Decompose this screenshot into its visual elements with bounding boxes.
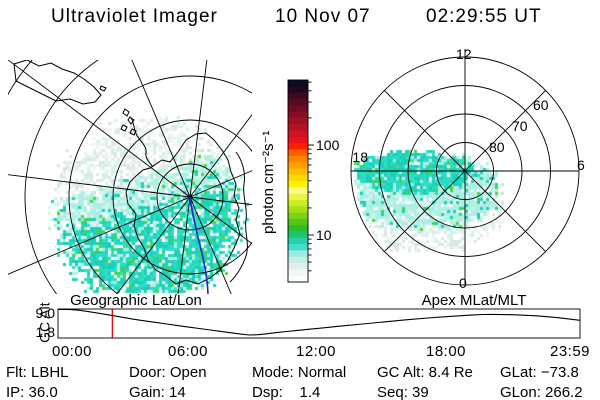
mlat-ring-label-70: 70 <box>512 118 528 134</box>
geographic-map-grid <box>8 60 252 294</box>
gc-alt-panel <box>57 308 581 339</box>
time-label: 02:29:55 UT <box>426 6 542 27</box>
mlt-label-18: 18 <box>352 149 368 165</box>
date-label: 10 Nov 07 <box>275 6 371 27</box>
apex-plot-caption: Apex MLat/MLT <box>421 292 527 309</box>
mlat-ring-label-80: 80 <box>489 139 505 155</box>
status-dsp: Dsp: 1.4 <box>252 384 321 400</box>
mlt-label-6: 6 <box>577 157 585 173</box>
time-axis-tick-0600: 06:00 <box>167 343 209 360</box>
colorbar-tick-10: 10 <box>316 227 332 243</box>
colorbar-tick-100: 100 <box>316 137 340 153</box>
time-axis-tick-1800: 18:00 <box>425 343 467 360</box>
intensity-colorbar <box>287 79 314 283</box>
colorbar-units-label: photon cm⁻²s⁻¹ <box>259 130 277 234</box>
app-title: Ultraviolet Imager <box>51 6 218 27</box>
gc-alt-tick-1-8: 1.8 <box>35 324 55 340</box>
mlat-ring-label-60: 60 <box>533 97 549 113</box>
mlt-label-0: 0 <box>459 275 467 291</box>
status-filter: Flt: LBHL <box>6 364 69 381</box>
mlt-label-12: 12 <box>456 46 472 62</box>
gc-alt-tick-9: 9.0 <box>35 305 55 321</box>
geo-map-caption: Geographic Lat/Lon <box>70 292 202 309</box>
status-gain: Gain: 14 <box>129 384 186 400</box>
status-glon: GLon: 266.2 <box>500 384 583 400</box>
status-ip: IP: 36.0 <box>6 384 58 400</box>
antarctica-coastline <box>13 60 248 285</box>
time-axis-tick-2359: 23:59 <box>549 343 591 360</box>
gc-alt-axis-label: GC Alt <box>36 302 53 343</box>
time-axis-tick-1200: 12:00 <box>295 343 337 360</box>
status-mode: Mode: Normal <box>252 364 347 381</box>
status-seq: Seq: 39 <box>377 384 429 400</box>
apex-polar-grid <box>350 49 580 286</box>
status-door: Door: Open <box>129 364 207 381</box>
status-glat: GLat: −73.8 <box>500 364 579 381</box>
time-axis-tick-0000: 00:00 <box>51 343 93 360</box>
satellite-track-line <box>189 196 209 294</box>
status-gc-alt: GC Alt: 8.4 Re <box>377 364 473 381</box>
